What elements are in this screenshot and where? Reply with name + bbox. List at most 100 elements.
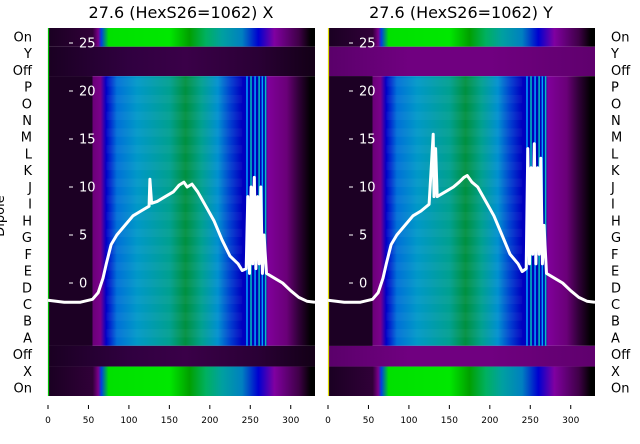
heatmap-band-on-top: [48, 28, 315, 47]
heatmap-stripe: [544, 76, 547, 346]
row-label: A: [23, 331, 32, 346]
row-label: J: [27, 181, 32, 196]
row-label: D: [611, 281, 621, 296]
overlay-ytick-label: 25: [359, 37, 376, 52]
heatmap-row-D: [106, 278, 243, 288]
heatmap-band-off-top: [48, 46, 315, 77]
x-tick-label: 250: [522, 416, 539, 426]
x-tick-label: 100: [120, 416, 137, 426]
overlay-line-series: [47, 175, 316, 304]
heatmap-row-O: [386, 94, 523, 104]
row-label: Y: [610, 47, 619, 62]
heatmap-band-on-bottom: [328, 366, 595, 396]
row-label: On: [14, 30, 32, 45]
heatmap-row-L: [386, 145, 523, 154]
heatmap-row-A: [386, 329, 523, 338]
heatmap-row-O: [106, 94, 243, 104]
row-label: Off: [611, 64, 631, 79]
row-label: H: [22, 214, 32, 229]
heatmap-panel-y: 0 5 10 15 20 25: [327, 28, 596, 396]
row-label: G: [611, 231, 621, 246]
chart-title-left: 27.6 (HexS26=1062) X: [89, 3, 274, 22]
row-label: I: [28, 198, 32, 213]
heatmap-row-C: [386, 295, 523, 304]
row-label: G: [22, 231, 32, 246]
row-label: B: [611, 315, 620, 330]
row-label: E: [24, 265, 32, 280]
heatmap-row-C: [106, 295, 243, 304]
heatmap-row-M: [106, 128, 243, 137]
x-tick-label: 100: [400, 416, 417, 426]
row-label: M: [21, 131, 32, 146]
heatmap-row-I: [106, 195, 243, 204]
heatmap-row-A: [106, 329, 243, 338]
heatmap-row-K: [106, 161, 243, 171]
overlay-ytick-label: 5: [359, 229, 367, 244]
chart-title-right: 27.6 (HexS26=1062) Y: [369, 3, 553, 22]
heatmap-band-off-bottom: [328, 345, 595, 367]
overlay-ytick-label: 0: [359, 277, 367, 292]
heatmap-row-H: [386, 212, 523, 221]
row-label: X: [23, 365, 32, 380]
x-tick-label: 300: [282, 416, 299, 426]
row-label: L: [25, 147, 33, 162]
x-tick-label: 150: [161, 416, 178, 426]
x-tick-label: 50: [83, 416, 95, 426]
row-label: Y: [23, 47, 32, 62]
row-label: On: [611, 382, 629, 397]
heatmap-row-J: [386, 178, 523, 187]
heatmap-row-N: [106, 111, 243, 120]
x-tick-label: 200: [481, 416, 498, 426]
row-label: B: [23, 315, 32, 330]
row-label: L: [611, 147, 619, 162]
overlay-ytick-label: 20: [79, 85, 96, 100]
overlay-ytick-label: 10: [79, 181, 96, 196]
heatmap-band-on-bottom: [48, 366, 315, 396]
heatmap-panel-x: 0 5 10 15 20 25: [47, 28, 316, 396]
overlay-ytick-label: 20: [359, 85, 376, 100]
row-label: I: [611, 198, 615, 213]
heatmap-row-M: [386, 128, 523, 137]
row-label: X: [611, 365, 620, 380]
heatmap-dark-region: [328, 76, 373, 346]
x-tick-label: 0: [325, 416, 331, 426]
overlay-ytick-label: 15: [79, 133, 96, 148]
overlay-ytick-label: 10: [359, 181, 376, 196]
heatmap-row-F: [386, 245, 523, 254]
heatmap-dark-region: [48, 76, 93, 346]
overlay-ytick-label: 5: [79, 229, 87, 244]
row-label: M: [611, 131, 622, 146]
heatmap-row-D: [386, 278, 523, 288]
row-label: F: [611, 248, 618, 263]
heatmap-row-P: [386, 78, 523, 87]
heatmap-row-H: [106, 212, 243, 221]
x-tick-label: 250: [242, 416, 259, 426]
heatmap-row-B: [386, 312, 523, 321]
x-tick-label: 200: [201, 416, 218, 426]
heatmap-row-P: [106, 78, 243, 87]
row-label: Off: [611, 348, 631, 363]
row-label: C: [23, 298, 32, 313]
row-label: N: [22, 114, 32, 129]
heatmap-row-G: [106, 228, 243, 238]
overlay-ytick-label: 15: [359, 133, 376, 148]
x-tick-label: 300: [562, 416, 579, 426]
heatmap-band-on-top: [328, 28, 595, 47]
row-label: C: [611, 298, 620, 313]
overlay-ytick-label: 0: [79, 277, 87, 292]
heatmap-row-K: [386, 161, 523, 171]
row-label: P: [611, 81, 619, 96]
row-label: N: [611, 114, 621, 129]
heatmap-row-E: [106, 262, 243, 271]
row-label: K: [611, 164, 620, 179]
heatmap-row-E: [386, 262, 523, 271]
row-label: Off: [13, 348, 33, 363]
y-axis-label: Dipole: [0, 195, 8, 236]
heatmap-row-N: [386, 111, 523, 120]
heatmap-row-J: [106, 178, 243, 187]
heatmap-band-off-top: [328, 46, 595, 77]
heatmap-stripe: [264, 76, 267, 346]
row-label: On: [14, 382, 32, 397]
row-label: P: [24, 81, 32, 96]
